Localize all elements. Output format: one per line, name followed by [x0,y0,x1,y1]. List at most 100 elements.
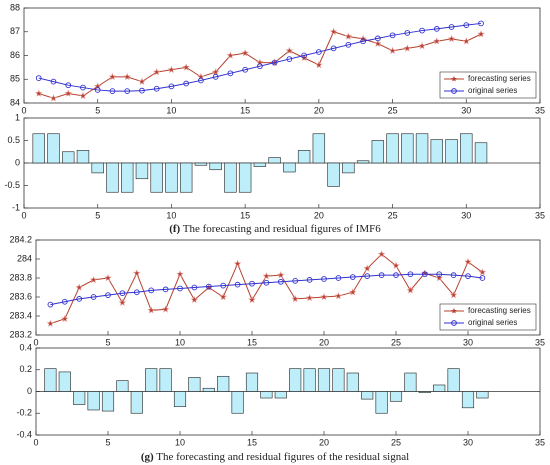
bar [268,157,281,164]
bar [179,162,193,193]
circle-marker [198,77,204,84]
circle-marker [227,70,234,77]
x-tick-label: 0 [33,337,38,347]
star-marker [329,27,338,35]
y-tick-label: 0.2 [19,364,32,374]
bar [274,391,287,399]
bar [44,368,57,392]
star-marker [285,46,294,54]
circle-marker [153,85,160,92]
bar [231,391,244,414]
bar [447,368,460,392]
bar [224,162,237,193]
x-tick-label: 35 [535,210,545,220]
circle-marker [61,298,68,305]
bar [106,162,119,193]
star-marker [182,63,190,71]
circle-marker [109,88,116,94]
y-tick-label: 88 [10,2,20,12]
x-tick-label: 25 [388,210,398,220]
star-marker [374,39,382,47]
bar [47,133,60,164]
circle-marker [257,63,263,70]
star-marker [233,259,242,267]
star-marker [226,51,235,59]
star-marker [377,250,386,258]
bar [404,372,417,392]
caption: (g) The forecasting and residual figures… [141,451,409,463]
circle-marker [419,27,425,34]
circle-marker [450,272,457,279]
star-marker [349,288,357,296]
bar [474,142,488,164]
star-marker [462,37,471,45]
bar [159,368,172,392]
bar [130,391,143,414]
bar [375,391,388,414]
bar [62,151,75,164]
circle-marker [50,78,57,85]
star-marker [406,286,415,294]
bar [87,391,100,411]
x-tick-label: 30 [463,337,473,347]
bar [121,162,134,193]
circle-marker [119,290,126,297]
bar [461,391,475,409]
x-tick-label: 5 [105,337,110,347]
x-tick-label: 30 [463,437,473,447]
x-tick-label: 5 [95,105,100,115]
bar [165,162,178,193]
bar [202,387,215,392]
star-marker [133,269,141,277]
x-tick-label: 20 [314,105,324,115]
bar [445,139,458,164]
bar [317,368,331,392]
circle-marker [349,274,356,280]
circle-marker [364,273,371,279]
bar [356,160,370,164]
circle-marker [321,276,327,282]
circle-marker [478,20,484,27]
circle-marker [205,283,212,290]
circle-marker [436,271,443,278]
circle-marker [301,52,307,59]
circle-marker [335,275,342,281]
legend-box [439,71,537,99]
circle-marker [407,271,414,278]
x-tick-label: 30 [461,105,471,115]
star-marker [363,264,371,272]
star-marker [108,72,117,81]
bar [346,372,359,392]
circle-marker [168,83,175,90]
star-marker [123,72,131,81]
legend-marker [451,320,457,326]
star-marker [167,65,176,73]
circle-marker [212,74,219,80]
bar [145,368,158,392]
star-marker [392,261,400,269]
circle-marker [286,56,293,62]
bar [312,133,326,164]
star-marker [138,77,146,85]
circle-marker [162,286,169,293]
star-marker [64,89,73,97]
star-marker [241,49,249,57]
bar [389,391,403,402]
bar [73,391,86,405]
y-tick-label: -1 [12,202,20,212]
circle-marker [47,301,54,308]
circle-marker [393,272,399,279]
x-tick-label: 0 [33,437,38,447]
bar [150,162,163,193]
circle-marker [378,272,385,279]
star-marker [449,291,458,299]
x-tick-label: 20 [319,437,329,447]
circle-marker [389,32,396,39]
x-tick-label: 10 [166,210,176,220]
star-marker [75,283,83,291]
star-marker [176,270,184,278]
y-tick-label: 283.2 [9,329,32,339]
bar [332,368,345,392]
circle-marker [90,294,97,300]
star-marker [61,314,69,323]
